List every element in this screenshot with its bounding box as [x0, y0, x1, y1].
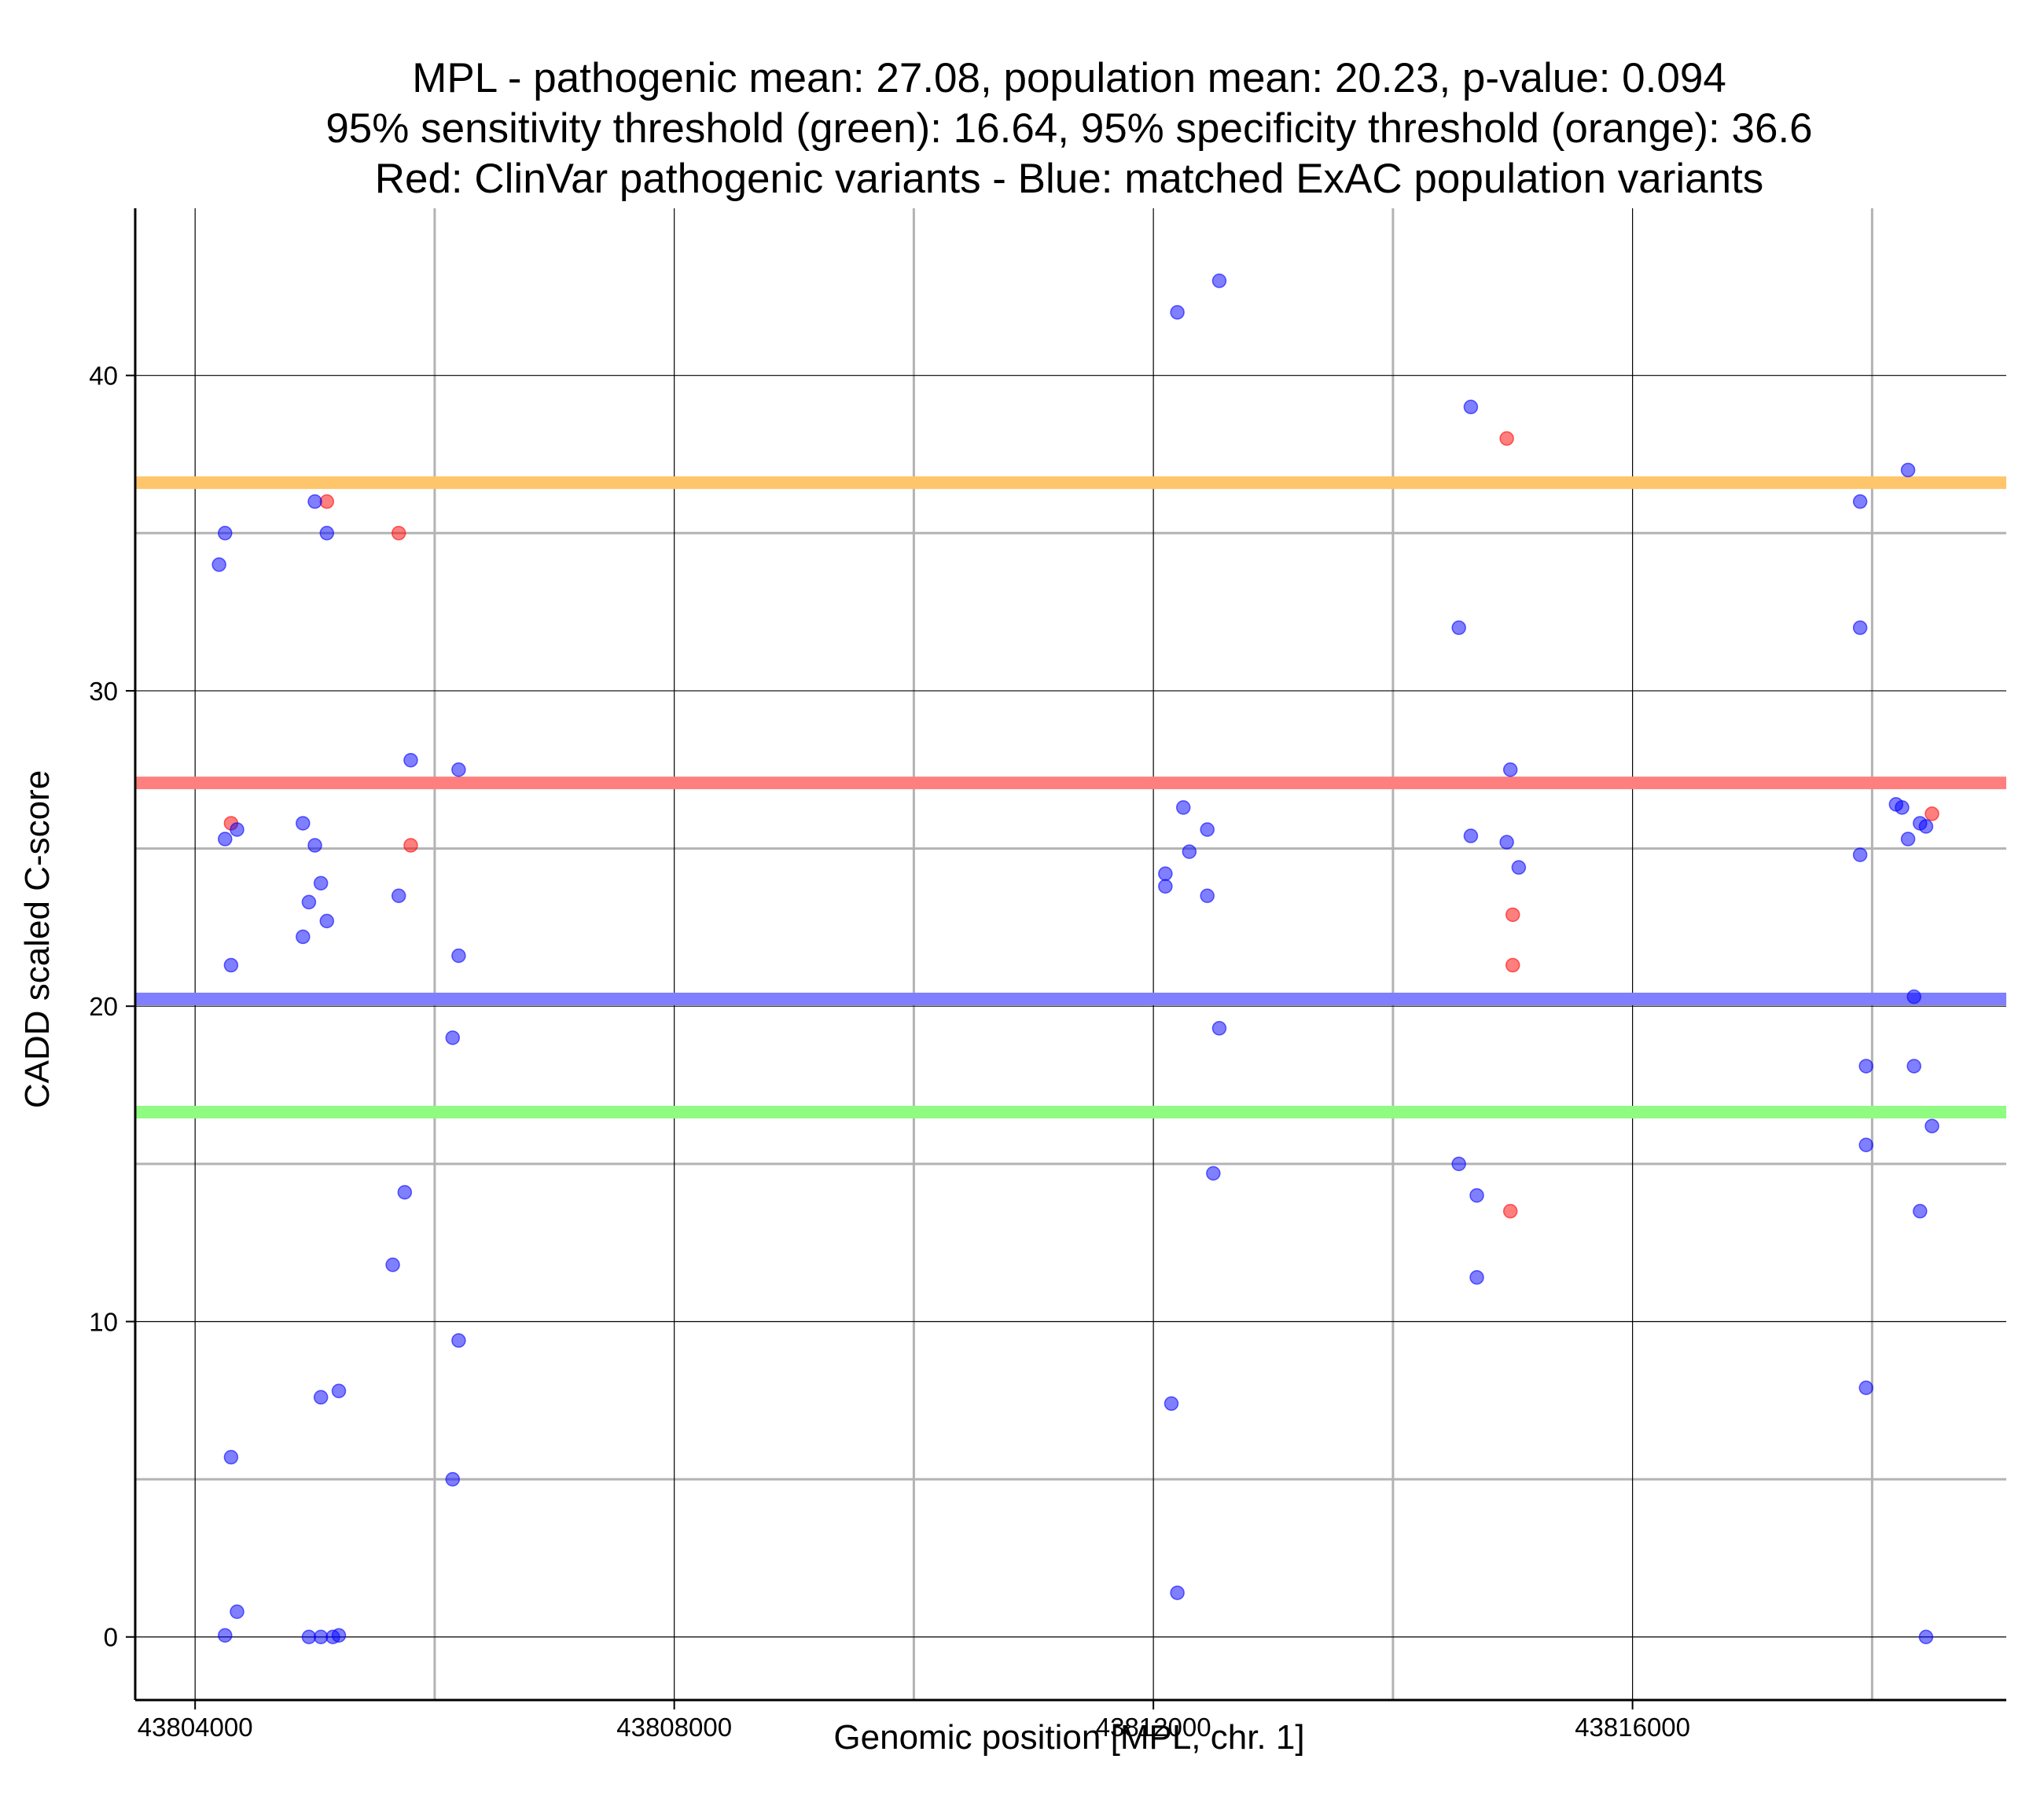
population-point: [1852, 494, 1868, 509]
axes: 0 10 20 30 40 43804000 43808000 43812000 4381600…: [89, 208, 2006, 1742]
population-point: [1906, 1059, 1921, 1074]
population-point: [445, 1030, 461, 1045]
y-axis-title: CADD scaled C-score: [18, 770, 57, 1108]
population-point: [1502, 762, 1518, 777]
population-point: [1451, 620, 1466, 635]
population-point: [1852, 847, 1868, 862]
population-point: [296, 929, 311, 945]
population-point: [301, 1629, 317, 1644]
population-point: [1211, 1021, 1227, 1036]
population-point: [1451, 1156, 1466, 1172]
population-point: [1511, 860, 1527, 875]
population-point: [1858, 1380, 1873, 1395]
population-point: [1158, 879, 1173, 894]
population-point: [307, 838, 322, 853]
population-point: [301, 894, 317, 910]
population-point: [1858, 1059, 1873, 1074]
population-point: [218, 1628, 233, 1643]
population-point: [1925, 1118, 1939, 1133]
pathogenic-point: [403, 838, 418, 853]
population-point: [1895, 800, 1910, 815]
population-point: [451, 948, 466, 964]
title-line-2: 95% sensitivity threshold (green): 16.64…: [325, 105, 1812, 152]
population-point: [1170, 305, 1185, 320]
population-point: [223, 957, 239, 973]
population-point: [230, 822, 244, 837]
population-point: [230, 1604, 244, 1619]
population-point: [218, 526, 233, 541]
population-point: [1469, 1188, 1484, 1203]
population-point: [1158, 866, 1173, 881]
population-point: [385, 1257, 400, 1272]
population-point: [445, 1471, 461, 1487]
x-tick-label: 43808000: [616, 1713, 732, 1742]
pathogenic-point: [1499, 431, 1514, 446]
title-line-1: MPL - pathogenic mean: 27.08, population…: [412, 55, 1726, 101]
pathogenic-point: [1502, 1203, 1518, 1219]
pathogenic-point: [1925, 806, 1939, 821]
population-point: [1200, 888, 1215, 904]
population-point: [211, 557, 226, 572]
population-point: [1182, 844, 1197, 859]
pathogenic-point: [319, 494, 335, 509]
population-point: [313, 876, 329, 890]
population-point: [1913, 1203, 1928, 1219]
population-point: [1463, 399, 1479, 415]
population-point: [307, 494, 322, 509]
population-point: [1175, 800, 1191, 815]
x-tick-label: 43812000: [1096, 1713, 1211, 1742]
population-point: [313, 1390, 329, 1405]
y-tick-label: 20: [89, 992, 118, 1021]
x-axis-title: Genomic position [MPL, chr. 1]: [833, 1718, 1304, 1757]
population-point: [1164, 1396, 1179, 1412]
chart-title: MPL - pathogenic mean: 27.08, population…: [325, 55, 1812, 202]
y-tick-label: 40: [89, 362, 118, 391]
population-point: [1852, 620, 1868, 635]
population-point: [1499, 835, 1514, 850]
population-point: [1206, 1166, 1221, 1181]
population-point: [1900, 462, 1916, 478]
population-point: [1900, 832, 1916, 846]
population-point: [331, 1383, 347, 1399]
population-point: [391, 888, 406, 904]
population-point: [1918, 1629, 1934, 1644]
population-point: [313, 1629, 329, 1644]
y-tick-label: 0: [104, 1623, 118, 1652]
pathogenic-point: [1505, 907, 1520, 923]
y-tick-label: 30: [89, 677, 118, 706]
population-point: [1858, 1137, 1873, 1153]
threshold-lines: [135, 476, 2006, 1119]
y-tick-label: 10: [89, 1307, 118, 1336]
data-points: [211, 274, 1939, 1644]
grid: [135, 208, 2006, 1700]
population-point: [319, 913, 335, 929]
population-point: [1469, 1270, 1484, 1285]
population-point: [223, 1449, 239, 1465]
population-point: [1211, 274, 1227, 288]
x-tick-label: 43804000: [138, 1713, 253, 1742]
x-tick-label: 43816000: [1575, 1713, 1690, 1742]
population-point: [1918, 819, 1934, 834]
population-point: [1906, 989, 1921, 1004]
population-point: [1463, 828, 1479, 843]
population-point: [296, 816, 311, 831]
population-point: [451, 762, 466, 777]
population-point: [403, 752, 418, 768]
population-point: [218, 832, 233, 846]
population-point: [1200, 822, 1215, 837]
pathogenic-point: [391, 526, 406, 541]
population-point: [1170, 1585, 1185, 1600]
population-point: [319, 526, 335, 541]
population-point: [397, 1184, 413, 1200]
population-point: [451, 1333, 466, 1348]
pathogenic-point: [1505, 957, 1520, 973]
population-point: [331, 1628, 347, 1643]
title-line-3: Red: ClinVar pathogenic variants - Blue:…: [375, 156, 1764, 202]
